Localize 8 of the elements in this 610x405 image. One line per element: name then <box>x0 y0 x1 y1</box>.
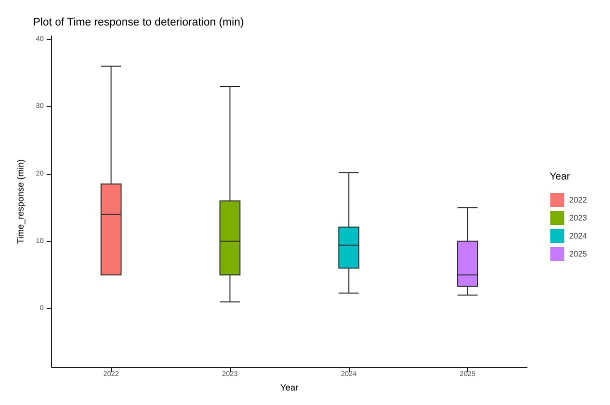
legend-label: 2023 <box>569 214 588 222</box>
legend-title: Year <box>550 172 571 182</box>
legend-label: 2025 <box>569 250 588 258</box>
legend-label: 2024 <box>569 232 588 240</box>
y-axis-title: Time_response (min) <box>16 159 26 244</box>
legend-label: 2022 <box>569 196 588 204</box>
x-axis-title: Year <box>280 382 298 392</box>
chart-title: Plot of Time response to deterioration (min) <box>33 16 244 28</box>
